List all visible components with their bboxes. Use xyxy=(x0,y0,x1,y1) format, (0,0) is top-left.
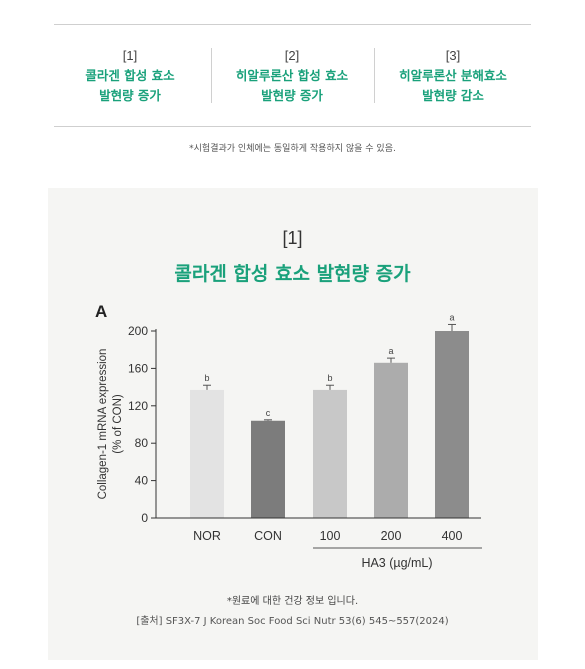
y-axis-title: Collagen-1 mRNA expression (% of CON) xyxy=(97,349,124,500)
y-tick-label: 200 xyxy=(128,324,148,338)
significance-label: c xyxy=(266,408,271,418)
column-number: [1] xyxy=(122,48,138,63)
significance-label: b xyxy=(204,373,209,383)
bar-CON xyxy=(251,420,285,518)
summary-column-1: [1] 콜라겐 합성 효소 발현량 증가 xyxy=(55,47,205,105)
y-tick-label: 0 xyxy=(141,511,148,525)
disclaimer-text: *시험결과가 인체에는 동일하게 작용하지 않을 수 있음. xyxy=(189,144,396,154)
x-axis: NOR CON 100 200 400 xyxy=(156,517,481,543)
y-tick-label: 80 xyxy=(135,436,149,450)
x-tick-label: 100 xyxy=(320,529,341,543)
column-number: [3] xyxy=(445,48,461,63)
y-tick-label: 40 xyxy=(135,474,149,488)
bars: b c b a a xyxy=(190,312,469,518)
significance-label: b xyxy=(327,373,332,383)
column-title-line2: 발현량 감소 xyxy=(422,88,484,103)
y-tick-label: 120 xyxy=(128,399,148,413)
column-title-line1: 히알루론산 합성 효소 xyxy=(235,68,349,83)
column-title-line2: 발현량 증가 xyxy=(99,88,161,103)
bar-200 xyxy=(374,362,408,518)
x-tick-label: 400 xyxy=(442,529,463,543)
column-title-line1: 히알루론산 분해효소 xyxy=(399,68,507,83)
panel-title: 콜라겐 합성 효소 발현량 증가 xyxy=(174,263,411,285)
x-tick-label: NOR xyxy=(193,529,221,543)
y-axis-title-line2: (% of CON) xyxy=(112,394,124,454)
column-divider xyxy=(374,48,375,103)
column-title-line2: 발현량 증가 xyxy=(261,88,323,103)
source-citation: [출처] SF3X-7 J Korean Soc Food Sci Nutr 5… xyxy=(136,616,449,627)
column-title-line1: 콜라겐 합성 효소 xyxy=(85,68,175,83)
bottom-divider xyxy=(54,126,531,127)
x-tick-label: 200 xyxy=(381,529,402,543)
significance-label: a xyxy=(449,312,454,322)
significance-label: a xyxy=(388,346,393,356)
bar-400 xyxy=(435,331,469,518)
bar-NOR xyxy=(190,389,224,518)
y-axis: 0 40 80 120 160 200 xyxy=(128,324,157,525)
y-tick-label: 160 xyxy=(128,361,148,375)
column-divider xyxy=(211,48,212,103)
column-number: [2] xyxy=(284,48,300,63)
top-divider xyxy=(54,24,531,25)
x-tick-label: CON xyxy=(254,529,282,543)
y-axis-title-line1: Collagen-1 mRNA expression xyxy=(97,349,109,500)
summary-column-2: [2] 히알루론산 합성 효소 발현량 증가 xyxy=(217,47,367,105)
bar-100 xyxy=(313,389,347,518)
chart-panel-letter: A xyxy=(95,302,107,321)
summary-column-3: [3] 히알루론산 분해효소 발현량 감소 xyxy=(378,47,528,105)
source-note: *원료에 대한 건강 정보 입니다. xyxy=(226,596,359,607)
panel-number: [1] xyxy=(282,228,303,248)
group-label: HA3 (µg/mL) xyxy=(361,556,432,570)
